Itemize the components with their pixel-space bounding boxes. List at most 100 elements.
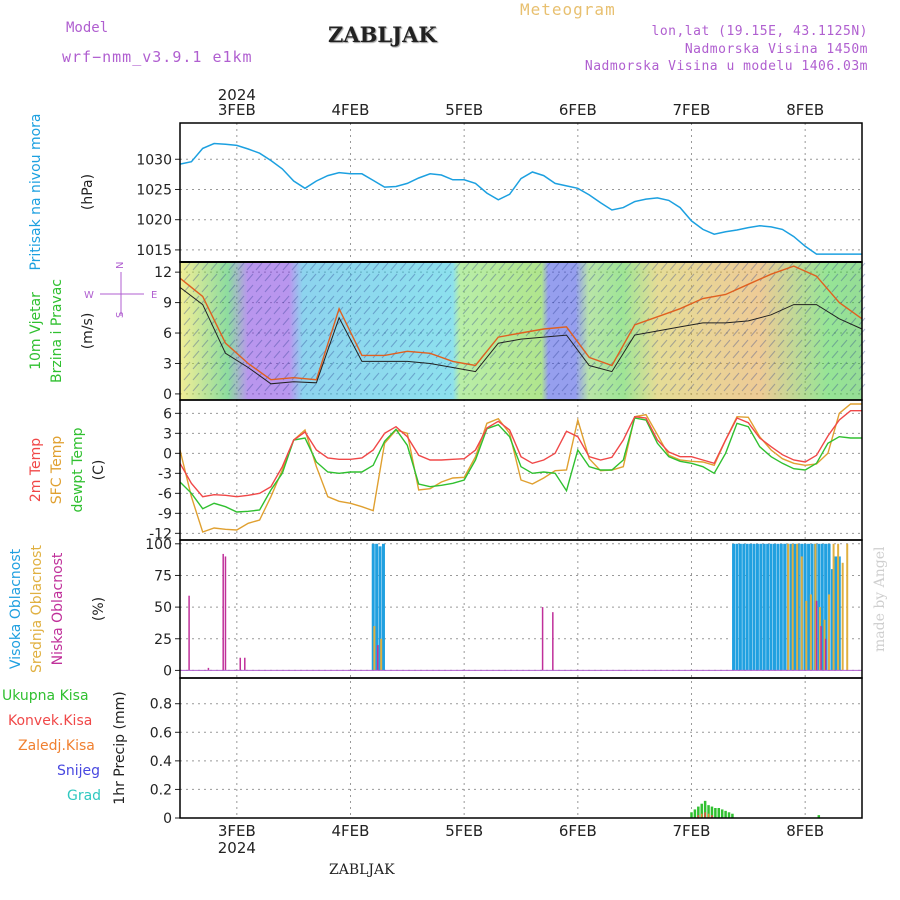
wind-barb (624, 383, 632, 392)
wind-barb (453, 273, 461, 282)
wind-barb (345, 372, 353, 381)
wind-barb (291, 328, 299, 337)
wind-barb (777, 372, 785, 381)
wind-barb (831, 295, 839, 304)
high-cloud-bar (790, 543, 794, 671)
wind-barb (237, 262, 245, 271)
wind-barb (687, 295, 695, 304)
wind-barb (408, 306, 416, 315)
wind-barb (705, 372, 713, 381)
high-cloud-bar (830, 569, 834, 671)
wind-barb (552, 306, 560, 315)
wind-barb (696, 361, 704, 370)
wind-barb (534, 262, 542, 271)
wind-barb (516, 273, 524, 282)
wind-barb (849, 372, 857, 381)
wind-barb (417, 372, 425, 381)
wind-barb (660, 306, 668, 315)
wind-barb (714, 273, 722, 282)
wind-barb (183, 361, 191, 370)
wind-barb (363, 273, 371, 282)
mid-cloud-bar (828, 594, 831, 671)
wind-barb (552, 273, 560, 282)
wind-barb (543, 317, 551, 326)
wind-barb (840, 372, 848, 381)
wind-barb (723, 273, 731, 282)
wind-barb (300, 284, 308, 293)
wind-barb (705, 306, 713, 315)
wind-barb (813, 350, 821, 359)
wind-barb (201, 328, 209, 337)
wind-barb (228, 273, 236, 282)
elevation-label: Nadmorska Visina 1450m (684, 42, 868, 57)
wind-barb (822, 262, 830, 271)
wind-barb (561, 328, 569, 337)
wind-barb (255, 317, 263, 326)
wind-barb (768, 273, 776, 282)
wind-barb (228, 306, 236, 315)
wind-barb (408, 284, 416, 293)
day-label-bottom: 6FEB (559, 822, 597, 840)
wind-barb (813, 372, 821, 381)
wind-barb (516, 350, 524, 359)
wind-barb (678, 295, 686, 304)
wind-barb (453, 295, 461, 304)
wind-barb (210, 361, 218, 370)
wind-barb (759, 284, 767, 293)
wind-barb (282, 306, 290, 315)
wind-barb (498, 284, 506, 293)
wind-barb (642, 350, 650, 359)
wind-barb (444, 372, 452, 381)
wind-barb (282, 317, 290, 326)
wind-barb (723, 262, 731, 271)
wind-barb (840, 361, 848, 370)
high-cloud-bar (796, 543, 800, 671)
wind-barb (723, 372, 731, 381)
wind-barb (678, 383, 686, 392)
wind-barb (453, 317, 461, 326)
wind-barb (183, 350, 191, 359)
wind-barb (219, 372, 227, 381)
wind-barb (489, 284, 497, 293)
total-precip-bar (703, 800, 707, 818)
wind-barb (237, 284, 245, 293)
wind-barb (462, 295, 470, 304)
wind-barb (390, 284, 398, 293)
wind-barb (318, 350, 326, 359)
wind-barb (255, 273, 263, 282)
wind-barb (840, 328, 848, 337)
wind-barb (525, 339, 533, 348)
wind-barb (813, 317, 821, 326)
total-precip-bar (731, 813, 734, 818)
wind-barb (264, 383, 272, 392)
wind-barb (228, 361, 236, 370)
wind-barb (246, 284, 254, 293)
wind-barb (201, 317, 209, 326)
y-tick-label: 1030 (136, 152, 172, 168)
wind-barb (453, 350, 461, 359)
wind-barb (264, 295, 272, 304)
wind-barb (399, 262, 407, 271)
wind-barb (849, 383, 857, 392)
wind-barb (534, 361, 542, 370)
wind-barb (786, 383, 794, 392)
y-tick-label: -12 (149, 526, 172, 542)
wind-barb (237, 383, 245, 392)
wind-barb (408, 361, 416, 370)
wind-barb (624, 361, 632, 370)
wind-barb (624, 295, 632, 304)
wind-barb (444, 339, 452, 348)
wind-barb (381, 372, 389, 381)
wind-barb (687, 339, 695, 348)
low-cloud-title: Niska Oblacnost (50, 552, 66, 665)
y-tick-label: 0.8 (150, 697, 172, 713)
wind-barb (849, 295, 857, 304)
wind-barb (750, 361, 758, 370)
high-cloud-bar (807, 543, 811, 671)
stratiform-precip-bar (700, 813, 703, 818)
y-tick-label: 1015 (136, 243, 172, 259)
wind-barb (345, 328, 353, 337)
wind-barb (687, 372, 695, 381)
wind-barb (444, 295, 452, 304)
wind-barb (516, 361, 524, 370)
